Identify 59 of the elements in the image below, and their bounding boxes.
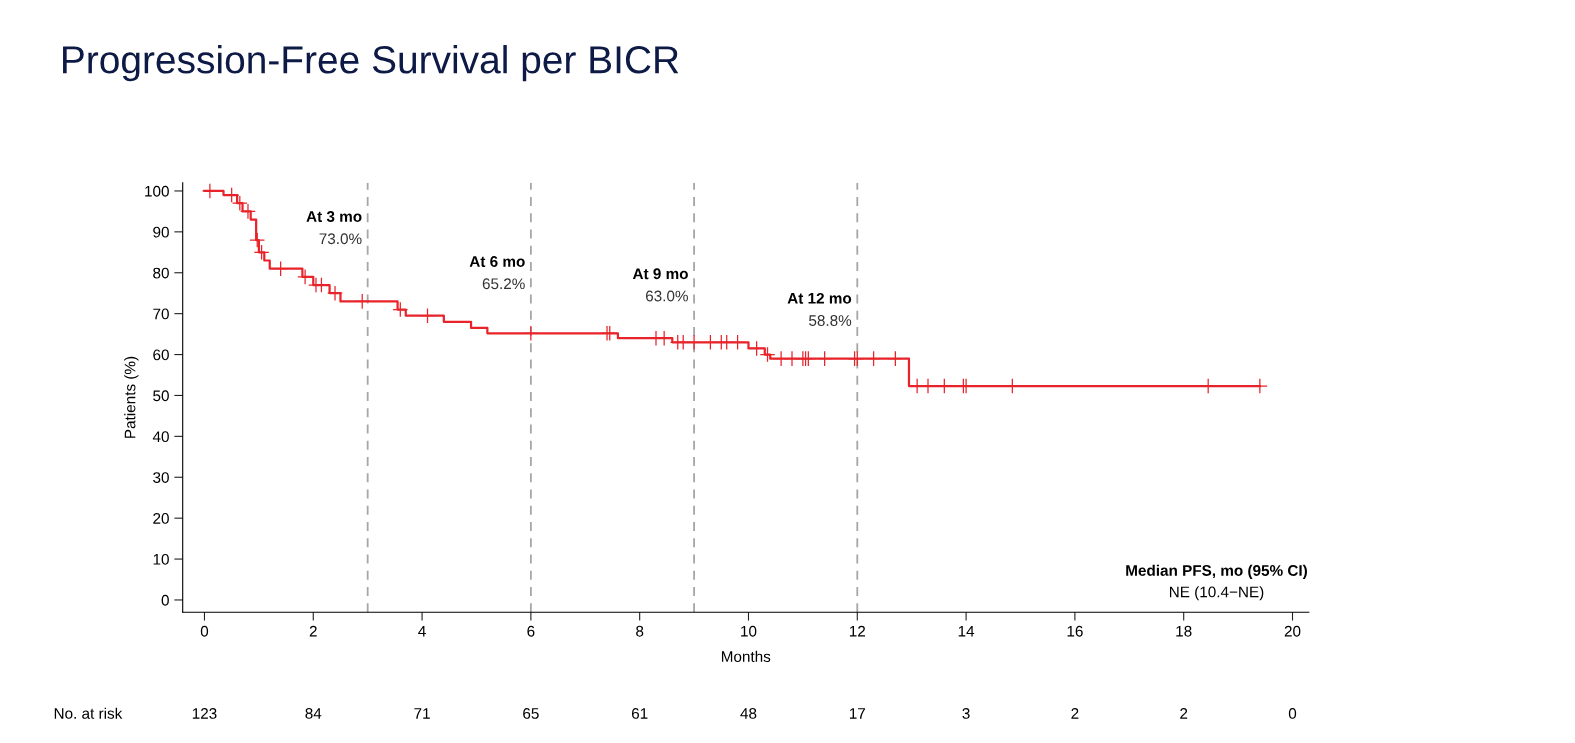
text: 0: [1288, 708, 1297, 719]
text: 71: [414, 708, 430, 719]
point: [240, 203, 256, 220]
point: [327, 285, 343, 302]
point: [522, 325, 539, 342]
point: [419, 307, 436, 324]
y-tick-label: 100: [145, 185, 169, 197]
text: 3: [962, 708, 970, 719]
x-tick-label: 6: [527, 625, 535, 637]
y-tick-label: 50: [153, 390, 169, 402]
chart-title: Progression-Free Survival per BICR: [63, 45, 679, 82]
x-tick-label: 18: [1176, 625, 1192, 637]
point: [272, 260, 289, 277]
x-tick-label: 12: [849, 625, 866, 637]
point: [729, 334, 746, 351]
text: 84: [305, 708, 322, 719]
annotation: At 12 mo 58.8%: [787, 292, 852, 326]
y-axis-title: Patients (%): [124, 356, 139, 438]
y-tick-label: 80: [153, 267, 169, 279]
point: [231, 195, 248, 212]
text: 123: [192, 708, 217, 719]
text: No. at risk: [54, 707, 123, 719]
x-tick-label: 0: [200, 625, 209, 637]
annotation: Median PFS, mo (95% CI) NE (10.4−NE): [1126, 564, 1307, 601]
x-tick-label: 8: [636, 625, 644, 637]
x-tick-label: 20: [1284, 625, 1301, 637]
y-tick-label: 10: [153, 553, 169, 565]
x-axis-title: Months: [721, 650, 771, 662]
x-tick-label: 14: [958, 625, 975, 637]
text: 2: [1071, 708, 1079, 719]
y-tick-label: 90: [153, 226, 169, 238]
point: [759, 346, 776, 363]
point: [253, 244, 270, 261]
annotation: At 9 mo 63.0%: [632, 268, 688, 302]
point: [249, 232, 266, 248]
y-tick-label: 60: [153, 349, 169, 361]
y-tick-label: 30: [153, 472, 169, 483]
text: 65: [523, 708, 539, 719]
point: [686, 334, 702, 351]
y-tick-label: 0: [161, 594, 169, 606]
text: 2: [1180, 708, 1188, 719]
point: [887, 350, 904, 367]
point: [354, 293, 371, 310]
point: [816, 350, 833, 367]
annotation: At 3 mo 73.0%: [306, 211, 362, 245]
point: [748, 340, 765, 357]
y-tick-label: 40: [152, 431, 169, 443]
x-tick-label: 2: [309, 625, 317, 637]
text: 48: [740, 708, 757, 719]
text: 17: [849, 708, 866, 719]
x-tick-label: 10: [741, 625, 757, 637]
x-tick-label: 4: [418, 625, 426, 637]
x-tick-label: 16: [1067, 625, 1083, 637]
y-tick-label: 20: [153, 513, 169, 524]
y-tick-label: 70: [153, 308, 169, 320]
annotation: At 6 mo 65.2%: [469, 256, 525, 290]
point: [865, 350, 882, 367]
text: 61: [631, 708, 648, 719]
point: [392, 301, 409, 318]
